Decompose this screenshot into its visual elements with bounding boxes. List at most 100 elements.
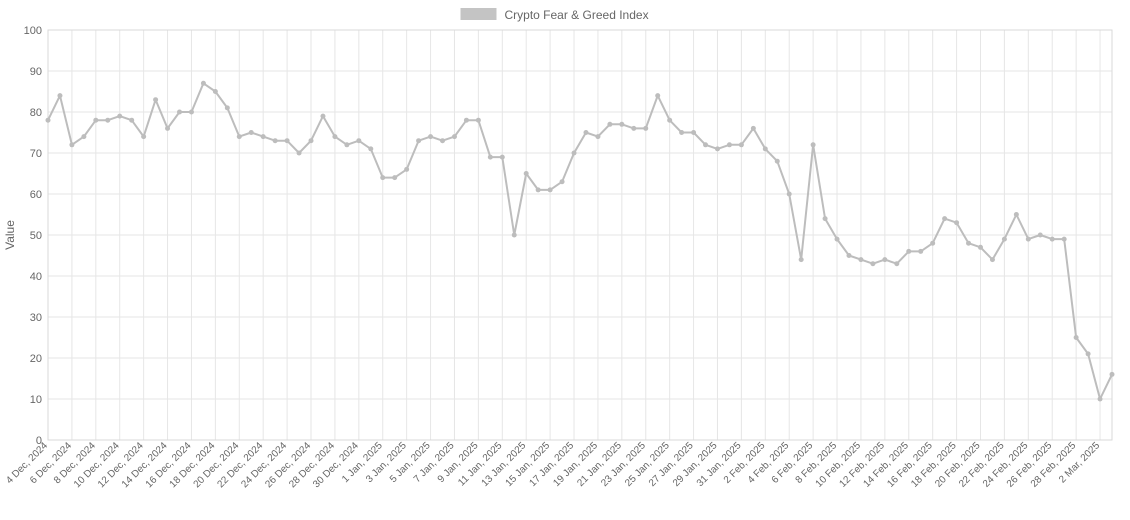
data-point (1074, 335, 1079, 340)
data-point (1014, 212, 1019, 217)
y-tick-label: 30 (30, 312, 42, 324)
data-point (488, 155, 493, 160)
data-point (1026, 237, 1031, 242)
data-point (368, 146, 373, 151)
y-tick-label: 40 (30, 271, 42, 283)
data-point (799, 257, 804, 262)
y-tick-label: 80 (30, 107, 42, 119)
data-point (380, 175, 385, 180)
data-point (285, 138, 290, 143)
data-point (954, 220, 959, 225)
data-point (1098, 397, 1103, 402)
data-point (332, 134, 337, 139)
data-point (392, 175, 397, 180)
data-point (309, 138, 314, 143)
data-point (105, 118, 110, 123)
data-point (894, 261, 899, 266)
data-point (57, 93, 62, 98)
data-point (1110, 372, 1115, 377)
data-point (273, 138, 278, 143)
x-axis: 4 Dec, 20246 Dec, 20248 Dec, 202410 Dec,… (4, 440, 1102, 490)
data-point (81, 134, 86, 139)
data-point (464, 118, 469, 123)
series-line (48, 83, 1112, 399)
data-point (870, 261, 875, 266)
data-point (560, 179, 565, 184)
data-point (440, 138, 445, 143)
fear-greed-line-chart: 0102030405060708090100Value4 Dec, 20246 … (0, 0, 1130, 520)
data-point (237, 134, 242, 139)
data-point (619, 122, 624, 127)
data-point (846, 253, 851, 258)
data-point (512, 233, 517, 238)
data-point (631, 126, 636, 131)
data-point (46, 118, 51, 123)
data-point (703, 142, 708, 147)
y-axis: 0102030405060708090100Value (3, 25, 42, 447)
data-point (858, 257, 863, 262)
data-point (930, 241, 935, 246)
data-point (225, 105, 230, 110)
data-point (548, 187, 553, 192)
data-point (918, 249, 923, 254)
data-point (643, 126, 648, 131)
data-point (500, 155, 505, 160)
data-point (906, 249, 911, 254)
data-point (416, 138, 421, 143)
data-point (1038, 233, 1043, 238)
y-tick-label: 20 (30, 353, 42, 365)
data-point (607, 122, 612, 127)
data-point (153, 97, 158, 102)
y-tick-label: 50 (30, 230, 42, 242)
data-point (428, 134, 433, 139)
data-point (452, 134, 457, 139)
data-point (583, 130, 588, 135)
data-point (141, 134, 146, 139)
data-point (811, 142, 816, 147)
legend-swatch (461, 8, 497, 20)
data-point (189, 110, 194, 115)
data-point (966, 241, 971, 246)
data-point (177, 110, 182, 115)
data-point (882, 257, 887, 262)
data-point (476, 118, 481, 123)
data-point (356, 138, 361, 143)
data-point (320, 114, 325, 119)
data-point (691, 130, 696, 135)
data-point (787, 192, 792, 197)
data-point (763, 146, 768, 151)
data-point (715, 146, 720, 151)
data-point (524, 171, 529, 176)
chart-grid (48, 30, 1112, 440)
data-point (572, 151, 577, 156)
data-point (117, 114, 122, 119)
data-point (990, 257, 995, 262)
data-point (978, 245, 983, 250)
data-point (213, 89, 218, 94)
data-point (775, 159, 780, 164)
data-point (1062, 237, 1067, 242)
data-point (1050, 237, 1055, 242)
y-tick-label: 90 (30, 66, 42, 78)
data-point (942, 216, 947, 221)
data-point (1086, 351, 1091, 356)
y-tick-label: 100 (24, 25, 42, 37)
data-point (93, 118, 98, 123)
data-point (751, 126, 756, 131)
data-point (201, 81, 206, 86)
data-point (536, 187, 541, 192)
chart-legend: Crypto Fear & Greed Index (461, 8, 649, 22)
data-point (1002, 237, 1007, 242)
y-tick-label: 60 (30, 189, 42, 201)
data-point (595, 134, 600, 139)
data-point (727, 142, 732, 147)
data-point (129, 118, 134, 123)
y-tick-label: 70 (30, 148, 42, 160)
data-point (655, 93, 660, 98)
y-tick-label: 10 (30, 394, 42, 406)
series-fear-greed (46, 81, 1115, 402)
data-point (667, 118, 672, 123)
data-point (344, 142, 349, 147)
data-point (69, 142, 74, 147)
legend-label: Crypto Fear & Greed Index (505, 8, 649, 22)
